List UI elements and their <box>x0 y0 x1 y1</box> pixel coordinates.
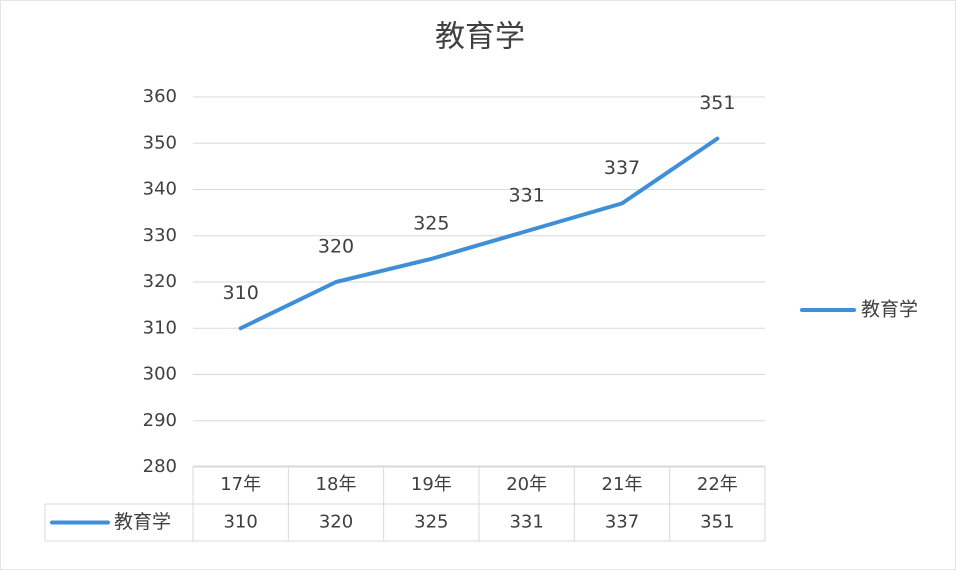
y-tick-label: 330 <box>143 225 177 246</box>
y-tick-label: 350 <box>143 132 177 153</box>
x-tick-label: 18年 <box>316 474 357 495</box>
x-tick-label: 20年 <box>506 474 547 495</box>
y-tick-label: 320 <box>143 271 177 292</box>
table-value: 331 <box>509 512 543 533</box>
y-tick-label: 340 <box>143 179 177 200</box>
table-value: 325 <box>414 512 448 533</box>
table-value: 351 <box>700 512 734 533</box>
x-tick-label: 17年 <box>220 474 261 495</box>
data-label: 351 <box>699 92 735 114</box>
data-label: 337 <box>604 157 640 179</box>
y-tick-label: 360 <box>143 86 177 107</box>
y-tick-label: 300 <box>143 364 177 385</box>
table-value: 310 <box>223 512 257 533</box>
x-tick-label: 22年 <box>697 474 738 495</box>
data-label: 310 <box>223 282 259 304</box>
legend-label: 教育学 <box>861 299 918 321</box>
y-tick-label: 280 <box>143 456 177 477</box>
data-label: 331 <box>509 185 545 207</box>
y-tick-label: 310 <box>143 317 177 338</box>
chart-title: 教育学 <box>435 20 525 55</box>
data-label: 320 <box>318 236 354 258</box>
x-tick-label: 19年 <box>411 474 452 495</box>
line <box>238 136 720 331</box>
table-series-name: 教育学 <box>114 511 171 533</box>
table-value: 337 <box>605 512 639 533</box>
table-value: 320 <box>319 512 353 533</box>
y-tick-label: 290 <box>143 410 177 431</box>
x-tick-label: 21年 <box>602 474 643 495</box>
data-label: 325 <box>413 212 449 234</box>
